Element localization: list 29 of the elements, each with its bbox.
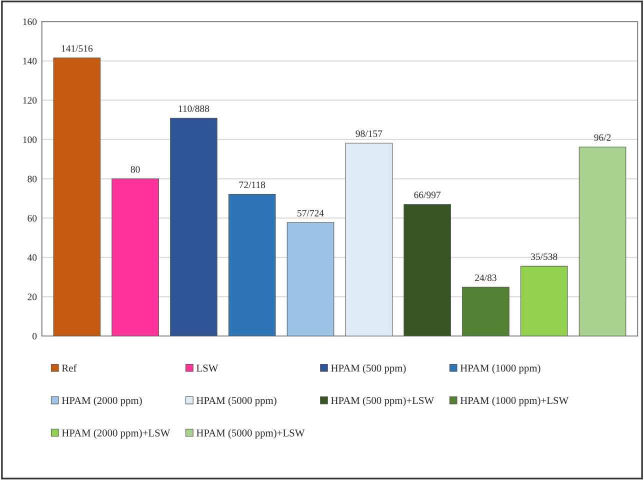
data-label: 80 — [130, 166, 140, 173]
legend-label: HPAM (2000 ppm) — [62, 396, 142, 406]
data-label: 96/2 — [594, 134, 611, 141]
y-tick-label: 120 — [23, 97, 37, 104]
y-tick-label: 100 — [23, 136, 37, 143]
y-tick-label: 60 — [28, 215, 37, 222]
y-tick-label: 80 — [28, 176, 37, 182]
y-tick-label: 20 — [28, 294, 37, 300]
data-label: 66/997 — [414, 192, 441, 198]
y-tick-label: 40 — [27, 254, 37, 261]
data-label: 24/83 — [475, 274, 496, 282]
data-label: 98/157 — [356, 130, 382, 137]
data-label: 110/888 — [178, 105, 210, 112]
data-label: 141/516 — [62, 45, 93, 52]
legend-label: Ref — [62, 364, 77, 372]
legend-label: HPAM (500 ppm) — [331, 364, 406, 374]
legend-label: HPAM (1000 ppm)+LSW — [460, 396, 569, 406]
data-label: 57/724 — [298, 210, 324, 216]
y-tick-label: 140 — [23, 58, 37, 64]
data-label: 72/118 — [239, 182, 266, 188]
data-label: 35/538 — [531, 253, 558, 260]
legend-label: HPAM (5000 ppm) — [196, 396, 276, 406]
legend-label: HPAM (1000 ppm) — [460, 364, 540, 374]
legend-label: LSW — [196, 364, 218, 372]
legend-label: HPAM (2000 ppm)+LSW — [62, 429, 170, 439]
legend-label: HPAM (500 ppm)+LSW — [331, 396, 434, 406]
y-tick-label: 160 — [23, 18, 37, 26]
legend-label: HPAM (5000 ppm)+LSW — [196, 429, 305, 439]
y-tick-label: 0 — [32, 332, 37, 340]
